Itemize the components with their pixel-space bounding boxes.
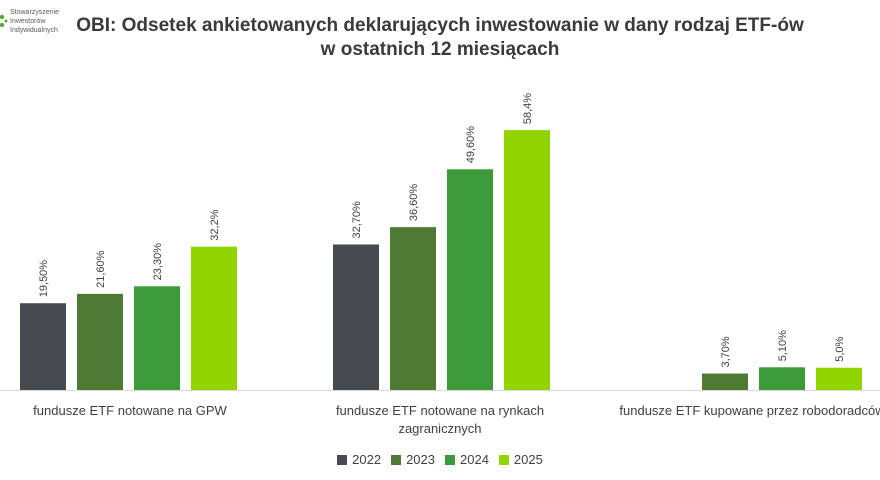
data-label-2023-cat-1: 36,60% xyxy=(408,184,420,222)
legend-swatch-2024 xyxy=(445,454,455,465)
category-label-1-line-1: zagranicznych xyxy=(398,421,481,436)
data-label-2023-cat-0: 21,60% xyxy=(95,250,107,288)
data-label-2024-cat-2: 5,10% xyxy=(777,330,789,361)
legend-swatch-2022 xyxy=(337,454,348,465)
data-label-2024-cat-1: 49,60% xyxy=(465,126,477,164)
legend-swatch-2025 xyxy=(498,454,509,465)
bar-2022-cat-0 xyxy=(20,303,66,390)
bar-2023-cat-0 xyxy=(77,293,123,390)
bar-2025-cat-2 xyxy=(816,367,862,390)
logo-line-1: Stowarzyszenie xyxy=(10,9,60,16)
logo-mark-icon xyxy=(0,14,8,28)
logo-line-2: Inwestorów xyxy=(10,18,46,25)
chart-title-line-1: OBI: Odsetek ankietowanych deklarujących… xyxy=(76,15,804,36)
bar-2025-cat-1 xyxy=(504,130,550,390)
bar-2023-cat-1 xyxy=(390,227,436,390)
bar-2023-cat-2 xyxy=(702,373,748,390)
legend-label-2024: 2024 xyxy=(460,452,489,467)
category-label-1-line-0: fundusze ETF notowane na rynkach xyxy=(336,403,544,418)
logo-line-3: Indywidualnych xyxy=(10,27,58,34)
bar-2024-cat-2 xyxy=(759,367,805,390)
legend-label-2025: 2025 xyxy=(513,452,543,467)
category-label-0-line-0: fundusze ETF notowane na GPW xyxy=(33,403,227,418)
data-label-2025-cat-2: 5,0% xyxy=(834,336,846,361)
chart-title: OBI: Odsetek ankietowanych deklarujących… xyxy=(60,14,820,62)
legend-item-2024: 2024 xyxy=(445,452,489,467)
chart-title-line-2: w ostatnich 12 miesiącach xyxy=(320,39,560,60)
bar-2025-cat-0 xyxy=(191,246,237,390)
logo: Stowarzyszenie Inwestorów Indywidualnych xyxy=(0,8,80,38)
data-label-2025-cat-1: 58,4% xyxy=(522,93,534,124)
legend: 2022 2023 2024 2025 xyxy=(0,452,880,467)
bar-2024-cat-1 xyxy=(447,169,493,390)
bar-2022-cat-1 xyxy=(333,244,379,390)
category-label-2-line-0: fundusze ETF kupowane przez robodoradców xyxy=(619,403,880,418)
legend-label-2022: 2022 xyxy=(352,452,382,467)
legend-label-2023: 2023 xyxy=(406,452,435,467)
data-label-2023-cat-2: 3,70% xyxy=(720,336,732,367)
legend-swatch-2023 xyxy=(391,454,402,465)
data-label-2025-cat-0: 32,2% xyxy=(209,209,221,240)
bar-2024-cat-0 xyxy=(134,286,180,390)
legend-item-2025: 2025 xyxy=(498,452,543,467)
data-label-2022-cat-0: 19,50% xyxy=(38,260,50,298)
data-label-2024-cat-0: 23,30% xyxy=(152,243,164,281)
legend-item-2022: 2022 xyxy=(337,452,381,467)
data-label-2022-cat-1: 32,70% xyxy=(351,201,363,239)
legend-item-2023: 2023 xyxy=(391,452,435,467)
